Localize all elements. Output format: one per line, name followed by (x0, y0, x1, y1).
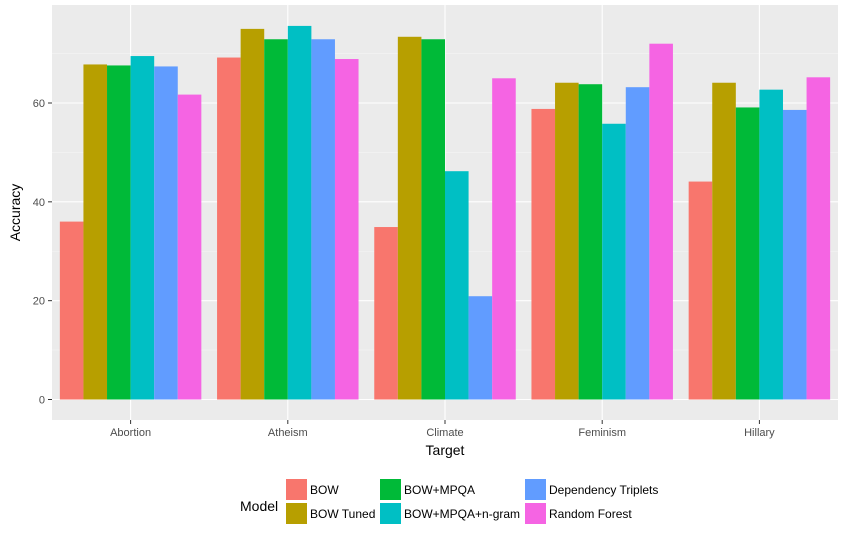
legend-key (380, 479, 401, 500)
bar-feminism-bow-mpqa (578, 84, 603, 400)
legend-title: Model (240, 498, 278, 514)
bar-climate-bow (374, 227, 398, 400)
bar-abortion-bow-tuned (83, 64, 108, 400)
y-axis: 0 20 40 60 (33, 98, 52, 407)
x-tick-label-feminism: Feminism (578, 427, 626, 439)
legend-label: Random Forest (549, 507, 632, 521)
x-tick-label-hillary: Hillary (744, 427, 775, 439)
bar-climate-bow-mpqa (421, 39, 445, 400)
bar-feminism-bow (531, 108, 556, 400)
bar-atheism-bow-tuned (240, 28, 265, 400)
legend-key (380, 503, 401, 524)
y-tick-label: 0 (39, 395, 45, 407)
bar-climate-dependency-triplets (468, 296, 493, 400)
bar-atheism-random-forest (334, 59, 359, 400)
bar-hillary-random-forest (806, 77, 831, 400)
bar-climate-bow-tuned (397, 36, 422, 400)
bar-atheism-bow-mpqa (264, 39, 288, 400)
y-axis-title: Accuracy (7, 184, 23, 242)
bar-feminism-bow-tuned (555, 82, 579, 400)
bars (59, 25, 831, 400)
x-axis-title: Target (426, 442, 465, 458)
x-tick-label-atheism: Atheism (268, 427, 308, 439)
bar-climate-bow-mpqa-n-gram (445, 171, 469, 400)
bar-atheism-bow (217, 57, 241, 400)
bar-hillary-dependency-triplets (782, 109, 807, 400)
bar-abortion-bow-mpqa (107, 65, 131, 400)
y-tick-label: 60 (33, 98, 45, 110)
bar-hillary-bow-tuned (712, 82, 736, 400)
bar-climate-random-forest (492, 78, 516, 400)
bar-abortion-bow (59, 221, 84, 400)
legend-key (525, 479, 546, 500)
y-tick-label: 20 (33, 296, 45, 308)
bar-feminism-bow-mpqa-n-gram (602, 123, 626, 400)
x-tick-label-climate: Climate (426, 427, 463, 439)
legend-key (286, 503, 307, 524)
x-tick-label-abortion: Abortion (110, 427, 151, 439)
legend-label: BOW (310, 483, 339, 497)
bar-feminism-dependency-triplets (625, 87, 650, 400)
bar-abortion-dependency-triplets (154, 66, 178, 400)
y-tick-label: 40 (33, 197, 45, 209)
bar-abortion-bow-mpqa-n-gram (130, 56, 155, 400)
legend-key (286, 479, 307, 500)
bar-hillary-bow (688, 181, 713, 400)
legend-label: BOW+MPQA+n-gram (404, 507, 520, 521)
legend: Model BOW BOW Tuned BOW+MPQA BOW+MPQA+n-gra… (240, 479, 658, 524)
bar-abortion-random-forest (177, 94, 202, 400)
legend-label: BOW+MPQA (404, 483, 475, 497)
x-axis: Abortion Atheism Climate Feminism Hillary (110, 420, 775, 439)
legend-label: BOW Tuned (310, 507, 375, 521)
bar-atheism-bow-mpqa-n-gram (287, 25, 312, 400)
bar-atheism-dependency-triplets (311, 39, 335, 400)
bar-hillary-bow-mpqa-n-gram (759, 89, 783, 400)
bar-hillary-bow-mpqa (735, 107, 760, 400)
bar-feminism-random-forest (649, 43, 673, 400)
legend-label: Dependency Triplets (549, 483, 658, 497)
legend-key (525, 503, 546, 524)
